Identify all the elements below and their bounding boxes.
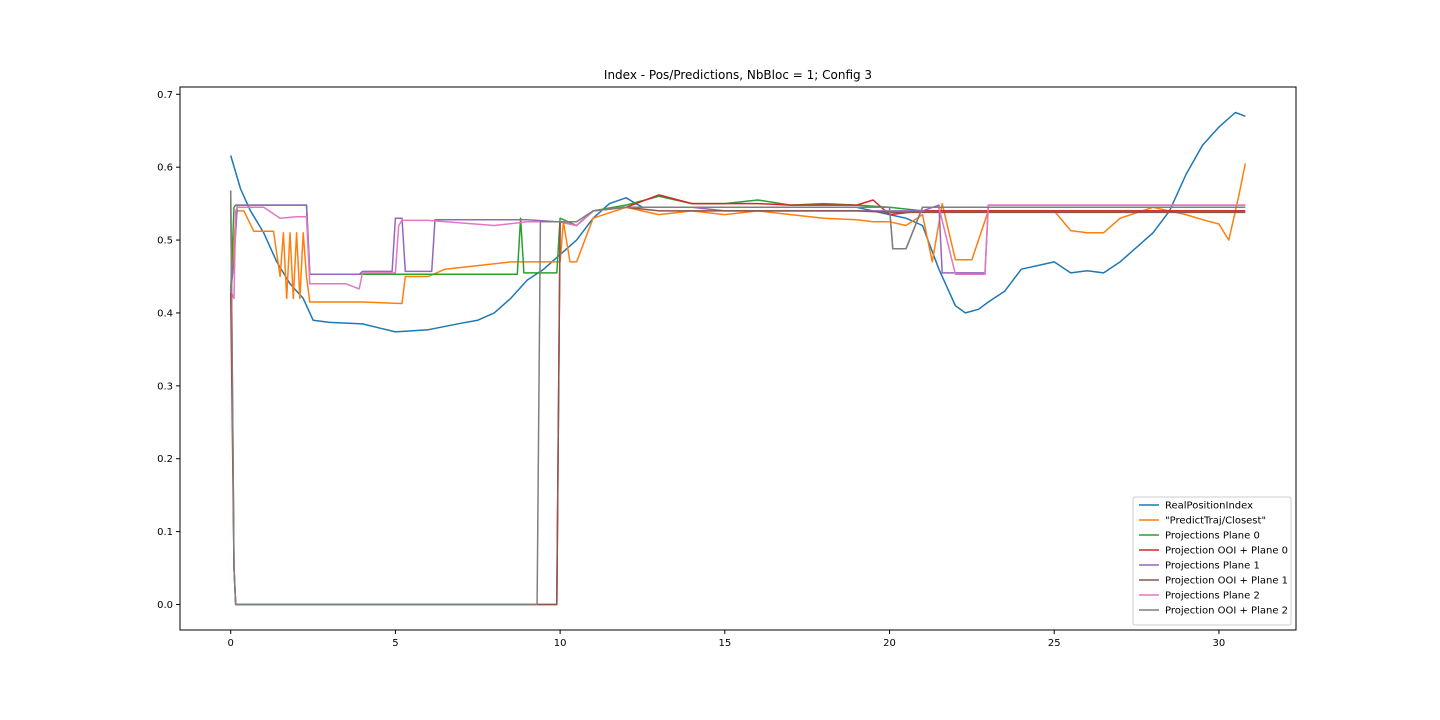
legend-label: RealPositionIndex: [1165, 501, 1253, 512]
x-tick-label: 25: [1048, 638, 1061, 649]
y-tick-label: 0.0: [157, 600, 173, 611]
plot-area: [229, 111, 1247, 606]
y-tick-label: 0.7: [157, 90, 173, 101]
legend-label: Projection OOI + Plane 1: [1165, 576, 1288, 587]
y-tick-label: 0.1: [157, 527, 173, 538]
chart-title: Index - Pos/Predictions, NbBloc = 1; Con…: [604, 68, 872, 82]
legend: RealPositionIndex "PredictTraj/Closest" Pr…: [1132, 496, 1292, 626]
series-line-3: [229, 194, 1246, 606]
x-tick-label: 5: [392, 638, 398, 649]
legend-label: "PredictTraj/Closest": [1165, 516, 1266, 527]
x-tick-label: 30: [1213, 638, 1226, 649]
y-tick-label: 0.4: [157, 308, 173, 319]
series-line-6: [230, 204, 1246, 300]
y-tick-label: 0.5: [157, 236, 173, 247]
legend-label: Projections Plane 0: [1165, 531, 1260, 542]
y-axis: 0.0 0.1 0.2 0.3 0.4 0.5 0.6 0.7: [157, 90, 180, 611]
x-tick-label: 0: [228, 638, 234, 649]
y-tick-label: 0.2: [157, 454, 173, 465]
series-line-0: [229, 111, 1246, 333]
legend-box: [1132, 496, 1292, 626]
x-axis: 0 5 10 15 20 25 30: [228, 630, 1226, 649]
y-tick-label: 0.3: [157, 381, 173, 392]
legend-label: Projection OOI + Plane 0: [1165, 546, 1288, 557]
x-tick-label: 20: [883, 638, 896, 649]
legend-label: Projections Plane 2: [1165, 591, 1260, 602]
x-tick-label: 10: [554, 638, 567, 649]
y-tick-label: 0.6: [157, 163, 173, 174]
series-line-4: [229, 204, 1246, 292]
plot-frame: [179, 86, 1297, 631]
legend-label: Projections Plane 1: [1165, 561, 1260, 572]
x-tick-label: 15: [718, 638, 731, 649]
series-line-7: [229, 190, 1246, 606]
legend-label: Projection OOI + Plane 2: [1165, 606, 1288, 617]
series-line-1: [229, 163, 1247, 305]
series-line-5: [229, 190, 1246, 606]
